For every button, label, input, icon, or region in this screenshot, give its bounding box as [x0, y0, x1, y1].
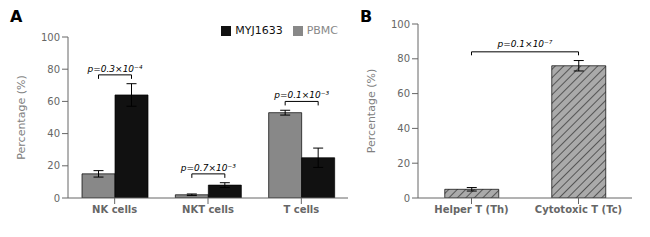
- svg-text:60: 60: [397, 88, 410, 99]
- html-text:PBMC: PBMC: [306, 24, 338, 37]
- svg-text:T cells: T cells: [283, 204, 319, 215]
- svg-text:p=0.3×10⁻⁴: p=0.3×10⁻⁴: [87, 64, 143, 74]
- svg-text:Cytotoxic T (Tc): Cytotoxic T (Tc): [535, 204, 622, 215]
- svg-text:NK cells: NK cells: [92, 204, 137, 215]
- svg-text:80: 80: [397, 53, 410, 64]
- html-text:MYJ1633: MYJ1633: [235, 24, 283, 37]
- svg-text:20: 20: [47, 160, 60, 171]
- svg-text:p=0.1×10⁻³: p=0.1×10⁻³: [273, 90, 329, 100]
- svg-text:80: 80: [47, 64, 60, 75]
- svg-text:100: 100: [41, 32, 60, 43]
- svg-text:0: 0: [54, 193, 60, 204]
- svg-text:Percentage (%): Percentage (%): [15, 75, 28, 159]
- svg-text:60: 60: [47, 96, 60, 107]
- svg-text:100: 100: [391, 19, 410, 30]
- svg-text:0: 0: [404, 193, 410, 204]
- svg-text:p=0.7×10⁻³: p=0.7×10⁻³: [180, 163, 236, 173]
- svg-text:40: 40: [47, 128, 60, 139]
- svg-text:p=0.1×10⁻⁷: p=0.1×10⁻⁷: [497, 39, 553, 49]
- svg-text:20: 20: [397, 158, 410, 169]
- html-text:A: A: [10, 7, 23, 26]
- svg-text:Percentage (%): Percentage (%): [365, 69, 378, 153]
- html-text:B: B: [360, 7, 373, 26]
- svg-text:NKT cells: NKT cells: [182, 204, 234, 215]
- svg-text:40: 40: [397, 123, 410, 134]
- svg-text:Helper T (Th): Helper T (Th): [434, 204, 508, 215]
